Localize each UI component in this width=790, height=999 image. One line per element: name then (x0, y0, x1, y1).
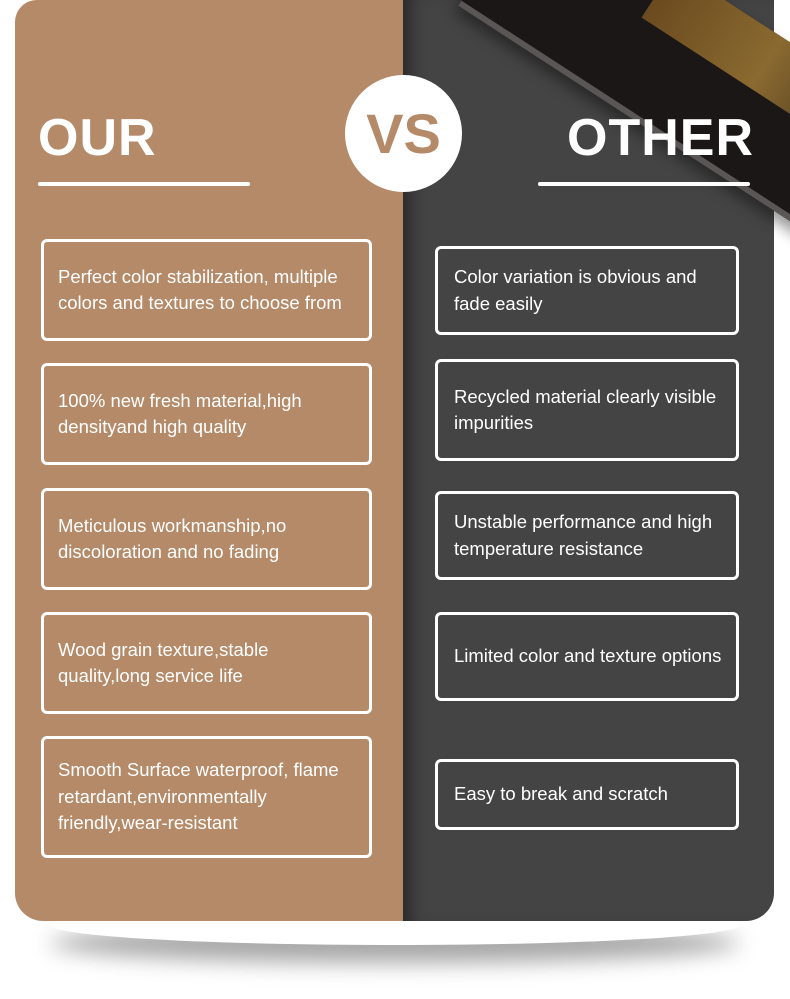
our-feature: Smooth Surface waterproof, flame retarda… (41, 736, 372, 858)
our-title: OUR (38, 109, 157, 167)
other-feature: Easy to break and scratch (435, 759, 739, 830)
other-underline (538, 182, 750, 186)
our-feature: Wood grain texture,stable quality,long s… (41, 612, 372, 714)
other-feature: Color variation is obvious and fade easi… (435, 246, 739, 335)
other-feature: Unstable performance and high temperatur… (435, 491, 739, 580)
other-title: OTHER (567, 109, 754, 167)
vs-badge: VS (345, 75, 462, 192)
other-feature: Limited color and texture options (435, 612, 739, 701)
our-panel (15, 0, 403, 921)
our-underline (38, 182, 250, 186)
our-feature: Meticulous workmanship,no discoloration … (41, 488, 372, 590)
our-feature: 100% new fresh material,high densityand … (41, 363, 372, 465)
other-feature: Recycled material clearly visible impuri… (435, 359, 739, 461)
our-feature: Perfect color stabilization, multiple co… (41, 239, 372, 341)
